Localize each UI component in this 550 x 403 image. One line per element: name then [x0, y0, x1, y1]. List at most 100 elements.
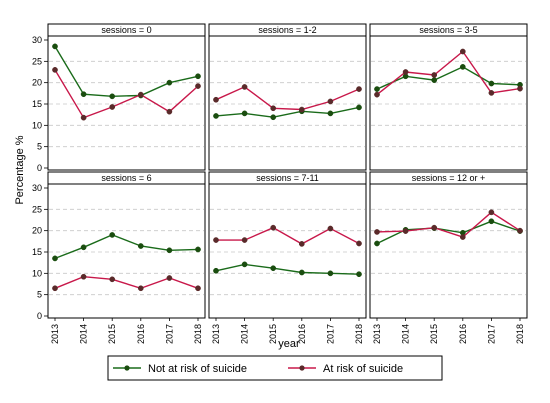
data-point-at-risk: [356, 86, 362, 92]
x-tick-label: 2016: [458, 324, 468, 344]
data-point-at-risk: [488, 90, 495, 96]
x-tick-label: 2017: [486, 324, 496, 344]
series-line-not-at-risk: [215, 106, 360, 118]
y-tick-label: 30: [32, 35, 42, 45]
panel-frame-5: [369, 183, 528, 319]
data-point-at-risk: [241, 237, 248, 243]
data-point-at-risk: [195, 83, 201, 89]
data-point-at-risk: [241, 84, 248, 90]
x-tick-label: 2017: [325, 324, 335, 344]
data-point-at-risk: [298, 241, 305, 247]
data-point-at-risk: [327, 98, 334, 105]
data-point-not-at-risk: [166, 247, 173, 254]
data-point-at-risk: [270, 105, 277, 112]
data-point-at-risk: [137, 91, 144, 98]
data-point-at-risk: [374, 229, 380, 235]
series-line-not-at-risk: [376, 66, 521, 90]
panel-title-0: sessions = 0: [101, 25, 151, 35]
data-point-not-at-risk: [80, 244, 87, 251]
data-point-not-at-risk: [52, 255, 58, 262]
data-point-not-at-risk: [374, 86, 380, 92]
panel-frame-2: [369, 35, 528, 171]
data-point-at-risk: [213, 237, 219, 243]
series-line-not-at-risk: [215, 263, 360, 275]
data-point-at-risk: [213, 96, 219, 103]
data-point-not-at-risk: [241, 261, 248, 268]
x-tick-label: 2018: [515, 324, 525, 344]
data-point-at-risk: [80, 114, 87, 121]
data-point-at-risk: [327, 225, 334, 232]
y-tick-label: 30: [32, 183, 42, 193]
x-tick-label: 2018: [354, 324, 364, 344]
panel-title-2: sessions = 3-5: [419, 25, 477, 35]
data-point-not-at-risk: [195, 246, 201, 253]
y-tick-label: 5: [37, 142, 42, 152]
data-point-not-at-risk: [109, 232, 116, 238]
data-point-not-at-risk: [298, 269, 305, 276]
legend-label: At risk of suicide: [323, 363, 403, 375]
data-point-at-risk: [109, 276, 116, 283]
panel-title-5: sessions = 12 or +: [412, 173, 486, 183]
data-point-at-risk: [166, 108, 173, 115]
data-point-not-at-risk: [270, 265, 277, 272]
data-point-not-at-risk: [374, 240, 380, 247]
y-tick-label: 15: [32, 247, 42, 257]
legend-swatch-marker: [299, 365, 305, 371]
data-point-at-risk: [80, 273, 87, 280]
x-tick-label: 2016: [297, 324, 307, 344]
data-point-not-at-risk: [80, 91, 87, 98]
data-point-at-risk: [431, 224, 438, 231]
y-tick-label: 20: [32, 78, 42, 88]
data-point-at-risk: [298, 106, 305, 113]
data-point-not-at-risk: [213, 267, 219, 274]
x-tick-label: 2014: [240, 324, 250, 344]
data-point-not-at-risk: [166, 79, 173, 86]
x-tick-label: 2016: [136, 324, 146, 344]
x-tick-label: 2018: [193, 324, 203, 344]
y-tick-label: 20: [32, 226, 42, 236]
series-line-not-at-risk: [54, 234, 199, 260]
x-tick-label: 2013: [50, 324, 60, 344]
data-point-not-at-risk: [213, 113, 219, 119]
series-line-not-at-risk: [376, 220, 521, 245]
data-point-at-risk: [195, 285, 201, 292]
data-point-at-risk: [459, 48, 466, 55]
panel-frame-1: [208, 35, 367, 171]
x-tick-label: 2014: [79, 324, 89, 344]
data-point-at-risk: [459, 234, 466, 240]
y-tick-label: 15: [32, 99, 42, 109]
panel-frame-0: [47, 35, 206, 171]
y-tick-label: 0: [37, 311, 42, 321]
data-point-not-at-risk: [109, 93, 116, 100]
x-tick-label: 2015: [429, 324, 439, 344]
legend-label: Not at risk of suicide: [148, 363, 247, 375]
y-tick-label: 25: [32, 56, 42, 66]
x-tick-label: 2014: [401, 324, 411, 344]
data-point-not-at-risk: [356, 104, 362, 111]
legend-box: [107, 355, 443, 381]
y-axis-title: Percentage %: [14, 135, 26, 204]
x-tick-label: 2015: [107, 324, 117, 344]
y-tick-label: 0: [37, 163, 42, 173]
data-point-at-risk: [488, 209, 495, 216]
x-tick-label: 2015: [268, 324, 278, 344]
data-point-at-risk: [517, 85, 523, 92]
data-point-not-at-risk: [488, 218, 495, 225]
data-point-not-at-risk: [327, 110, 334, 117]
panel-title-4: sessions = 7-11: [256, 173, 319, 183]
data-point-at-risk: [137, 285, 144, 292]
panel-title-3: sessions = 6: [101, 173, 151, 183]
y-tick-label: 5: [37, 290, 42, 300]
data-point-at-risk: [402, 69, 409, 75]
data-point-not-at-risk: [241, 110, 248, 117]
data-point-not-at-risk: [195, 73, 201, 80]
data-point-at-risk: [517, 227, 523, 234]
x-axis-title: year: [278, 338, 300, 350]
data-point-not-at-risk: [431, 77, 438, 83]
x-tick-label: 2013: [211, 324, 221, 344]
series-line-at-risk: [216, 226, 360, 245]
data-point-at-risk: [109, 104, 116, 110]
panel-title-1: sessions = 1-2: [258, 25, 316, 35]
y-tick-label: 10: [32, 268, 42, 278]
